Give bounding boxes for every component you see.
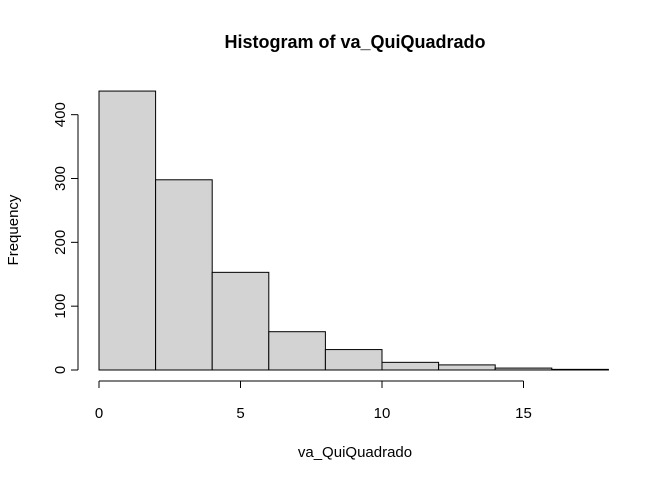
- y-tick-label: 0: [52, 366, 69, 374]
- y-tick-label: 100: [52, 294, 69, 319]
- histogram-bar: [268, 331, 326, 371]
- y-tick-label: 200: [52, 230, 69, 255]
- histogram-bar: [494, 367, 553, 371]
- y-axis-label: Frequency: [5, 194, 22, 265]
- y-tick-label: 400: [52, 102, 69, 127]
- histogram-bar: [551, 368, 609, 371]
- x-tick-label: 10: [374, 405, 391, 422]
- x-tick-label: 15: [515, 405, 532, 422]
- histogram-bar: [324, 349, 383, 371]
- bars-group: [98, 90, 609, 371]
- histogram-bar: [381, 361, 440, 371]
- histogram-bar: [438, 364, 496, 371]
- histogram-bar: [211, 271, 270, 371]
- y-axis: 0 100 200 300 400: [52, 102, 79, 374]
- x-tick-label: 0: [95, 405, 103, 422]
- x-axis-label: va_QuiQuadrado: [298, 444, 412, 461]
- y-tick-label: 300: [52, 166, 69, 191]
- histogram-bar: [155, 179, 213, 371]
- x-tick-label: 5: [236, 405, 244, 422]
- chart-title: Histogram of va_QuiQuadrado: [224, 32, 485, 52]
- x-axis: 0 5 10 15: [95, 380, 532, 422]
- histogram-bar: [98, 90, 157, 371]
